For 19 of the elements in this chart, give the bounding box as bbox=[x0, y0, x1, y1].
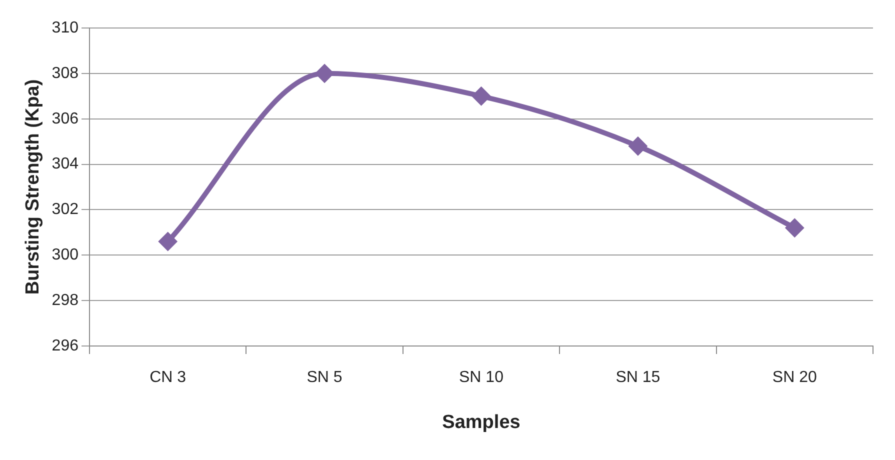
y-tick-label: 300 bbox=[52, 246, 79, 264]
x-tick-label: SN 5 bbox=[306, 369, 342, 386]
x-tick-label: CN 3 bbox=[150, 369, 186, 386]
y-tick-label: 304 bbox=[52, 156, 79, 173]
y-tick-label: 308 bbox=[52, 64, 79, 82]
y-tick-label: 306 bbox=[52, 110, 79, 128]
y-tick-label: 296 bbox=[52, 337, 79, 354]
point bbox=[158, 232, 178, 252]
y-tick-label: 310 bbox=[52, 19, 79, 36]
point bbox=[785, 218, 804, 238]
y-tick-label: 298 bbox=[52, 292, 79, 309]
y-tick-label: 302 bbox=[52, 201, 79, 218]
x-tick-label: SN 20 bbox=[772, 369, 817, 386]
x-tick-label: SN 10 bbox=[459, 369, 504, 386]
point bbox=[472, 86, 491, 106]
x-axis-title: Samples bbox=[442, 412, 520, 433]
x-tick-label: SN 15 bbox=[616, 369, 660, 386]
point bbox=[628, 136, 648, 156]
y-axis-title: Bursting Strength (Kpa) bbox=[22, 79, 44, 295]
